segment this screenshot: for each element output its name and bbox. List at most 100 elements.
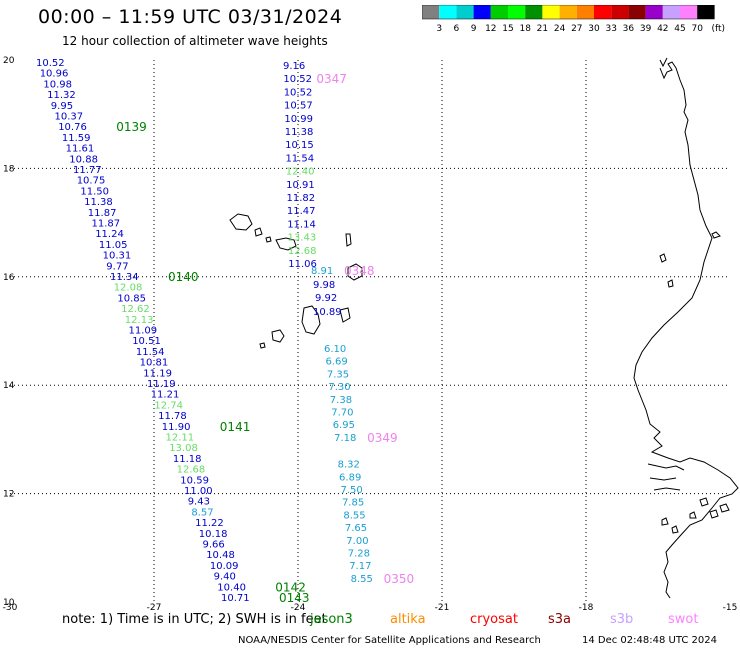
wave-height-label: 6.89 [339,472,361,483]
wave-height-label: 12.68 [288,246,317,257]
colorbar-tick-label: 33 [605,24,616,34]
wave-height-label: 11.19 [147,379,176,390]
wave-height-label: 7.65 [345,523,367,534]
map-tick-labels: -30 -27 -24 -21 -18 -15 20 18 16 14 12 10 [3,56,738,612]
legend-s3a: s3a [548,612,572,627]
cape-verde-islands [229,213,363,349]
wave-height-label: 6.95 [333,420,355,431]
colorbar-swatch [508,5,526,19]
wave-height-label: 10.57 [284,101,313,112]
page-title: 00:00 – 11:59 UTC 03/31/2024 [38,6,343,28]
colorbar-tick-label: 3 [436,24,442,34]
wave-height-label: 11.78 [158,411,187,422]
footer-timestamp: 14 Dec 02:48:48 UTC 2024 [582,635,717,646]
wave-height-label: 11.00 [184,486,213,497]
colorbar-tick-label: 70 [691,24,703,34]
wave-height-label: 11.50 [80,186,109,197]
wave-height-label: 11.09 [129,326,158,337]
wave-height-label: 9.40 [214,572,236,583]
sal-island [345,233,352,247]
longitude-tick-label: -21 [435,603,450,612]
wave-height-label: 10.52 [283,74,312,85]
coastline [633,57,739,599]
pass-time-label: 0348 [344,264,375,278]
map-gridlines [10,60,730,602]
fogo-island [271,329,285,343]
wave-height-label: 7.50 [341,485,363,496]
wave-height-label: 10.81 [140,358,169,369]
wave-height-label: 10.96 [40,69,69,80]
africa-coastline [633,61,739,599]
wave-height-label: 10.75 [77,176,106,187]
footer-credit: NOAA/NESDIS Center for Satellite Applica… [238,635,541,646]
wave-height-label: 7.28 [348,549,370,560]
sao-vicente-island [254,227,263,237]
wave-height-label: 11.19 [143,368,172,379]
colorbar-tick-label: 9 [471,24,477,34]
pass-time-label: 0141 [220,420,251,434]
wave-height-label: 8.57 [191,507,213,518]
wave-height-label: 11.38 [285,127,314,138]
wave-height-label: 10.31 [103,251,132,262]
longitude-tick-label: -27 [147,603,162,612]
boa-vista-island [347,263,363,281]
colorbar-swatch [662,5,680,19]
wave-height-label: 11.54 [136,347,165,358]
brava-island [259,342,266,349]
pass-time-label: 0142 [275,580,306,594]
altimeter-tracks: 10.5210.9610.9811.329.9510.3710.7611.591… [36,58,414,605]
wave-height-label: 10.89 [313,307,342,318]
longitude-tick-label: -30 [3,603,18,612]
pass-time-label: 0349 [367,431,398,445]
colorbar-swatch [439,5,457,19]
wave-height-label: 11.18 [173,454,202,465]
wave-height-label: 11.06 [288,259,317,270]
colorbar-tick-label: 27 [571,24,582,34]
latitude-tick-label: 20 [3,56,15,66]
latitude-tick-label: 16 [3,273,15,283]
wave-height-label: 11.47 [287,206,316,217]
longitude-tick-label: -15 [723,603,738,612]
legend-jason3: jason3 [310,612,353,627]
latitude-tick-label: 18 [3,164,15,174]
wave-height-label: 10.99 [284,114,313,125]
pass-time-label: 0139 [116,120,147,134]
wave-height-label: 9.98 [313,280,335,291]
wave-height-label: 7.38 [330,395,352,406]
river-mouth-lines [647,463,685,491]
legend-s3b: s3b [610,612,634,627]
wave-height-label: 10.09 [210,561,239,572]
wave-height-label: 10.71 [221,593,250,604]
colorbar-tick-label: 39 [640,24,652,34]
wave-height-label: 12.11 [166,433,195,444]
colorbar-tick-label: 6 [454,24,460,34]
wave-height-label: 12.08 [114,283,143,294]
wave-height-label: 6.69 [325,357,347,368]
santa-luzia-island [265,236,272,243]
wave-height-label: 10.15 [285,140,314,151]
maio-island [339,307,351,323]
wave-height-label: 10.59 [180,475,209,486]
colorbar-swatch [559,5,577,19]
wave-height-label: 7.70 [331,408,353,419]
wave-height-label: 10.52 [36,58,65,69]
colorbar-tick-label: 36 [623,24,635,34]
colorbar-swatch [473,5,491,19]
santo-antao-island [229,213,253,231]
wave-height-label: 10.51 [132,336,161,347]
longitude-tick-label: -24 [291,603,306,612]
wave-height-label: 9.16 [283,61,305,72]
colorbar-swatch [422,5,440,19]
santiago-island [301,305,321,335]
wave-height-label: 10.85 [117,293,146,304]
wave-height-label: 11.61 [66,144,95,155]
wave-height-label: 11.90 [162,422,191,433]
wave-height-label: 7.17 [349,561,371,572]
colorbar-tick-label: 45 [674,24,685,34]
colorbar-swatch [525,5,543,19]
wave-height-label: 6.10 [324,344,346,355]
wave-height-label: 11.38 [84,197,113,208]
colorbar-frame [422,5,715,20]
colorbar-swatch [611,5,629,19]
